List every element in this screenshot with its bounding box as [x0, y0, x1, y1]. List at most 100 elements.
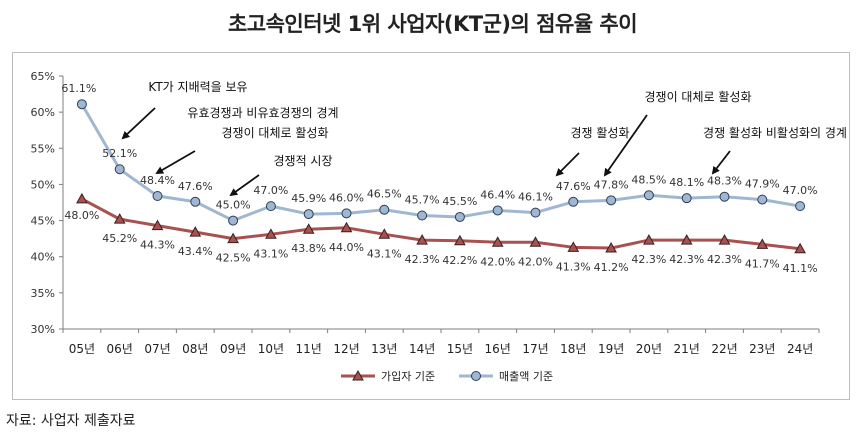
data-labels: 48.0%45.2%44.3%43.4%42.5% 43.1% 43.8% 44.0%…	[61, 82, 817, 275]
legend-label: 가입자 기준	[381, 370, 435, 383]
data-label: 47.6%	[556, 180, 591, 193]
data-label: 43.1%	[253, 247, 288, 260]
data-point	[113, 213, 126, 224]
annotation-arrow	[711, 150, 731, 175]
data-label: 41.3%	[556, 260, 591, 273]
annotation-text: 유효경쟁과 비유효경쟁의 경계	[187, 106, 338, 120]
data-point	[454, 234, 466, 246]
data-label: 45.0%	[216, 199, 251, 212]
x-tick-label: 15년	[447, 342, 473, 356]
data-label: 42.3%	[707, 253, 742, 266]
data-point	[606, 195, 617, 206]
data-point	[416, 234, 428, 245]
data-label: 46.0%	[329, 191, 364, 204]
data-label: 47.8%	[594, 178, 629, 191]
data-label: 44.3%	[140, 239, 175, 252]
data-point	[340, 221, 353, 233]
data-label: 42.0%	[480, 255, 515, 268]
data-label: 41.1%	[783, 262, 818, 275]
x-tick-label: 08년	[182, 342, 208, 356]
data-point	[76, 99, 87, 110]
annotation-arrow	[229, 174, 260, 197]
data-point	[352, 369, 364, 381]
y-tick-label: 50%	[31, 178, 55, 191]
data-point	[605, 242, 617, 253]
legend-label: 매출액 기준	[499, 370, 553, 383]
y-tick-label: 40%	[31, 251, 55, 264]
source-note: 자료: 사업자 제출자료	[6, 413, 136, 429]
data-point	[265, 228, 277, 239]
data-label: 43.4%	[178, 245, 213, 258]
data-point	[76, 192, 88, 204]
annotation-text: 경쟁이 대체로 활성화	[645, 90, 752, 104]
data-point	[794, 242, 806, 254]
annotation-text: 경쟁이 대체로 활성화	[222, 126, 329, 140]
data-label: 47.9%	[745, 178, 780, 191]
data-point	[341, 208, 352, 219]
line-chart: 30% 35% 40% 45% 50% 55% 60% 65% 05년 06년 07년 08년 09년 1…	[31, 70, 847, 383]
data-label: 61.1%	[61, 82, 96, 95]
data-label: 42.0%	[518, 255, 553, 268]
data-point	[643, 190, 654, 201]
annotation-arrow	[555, 152, 580, 177]
data-label: 42.3%	[405, 253, 440, 266]
data-point	[719, 191, 730, 202]
x-tick-label: 20년	[636, 342, 662, 356]
data-label: 43.8%	[291, 242, 326, 255]
data-point	[151, 219, 164, 231]
data-point	[454, 211, 465, 222]
axes: 30% 35% 40% 45% 50% 55% 60% 65% 05년 06년 07년 08년 09년 1…	[31, 70, 820, 356]
data-point	[568, 196, 579, 207]
data-label: 41.7%	[745, 257, 780, 270]
data-label: 42.3%	[669, 253, 704, 266]
data-label: 43.1%	[367, 247, 402, 260]
y-tick-label: 30%	[31, 323, 55, 336]
y-tick-label: 60%	[31, 106, 55, 119]
data-label: 47.0%	[783, 184, 818, 197]
data-label: 45.9%	[291, 192, 326, 205]
data-point	[190, 196, 201, 207]
data-point	[643, 234, 655, 245]
data-point	[756, 238, 769, 249]
data-label: 48.3%	[707, 175, 742, 188]
legend: 가입자 기준 매출액 기준	[341, 369, 553, 383]
data-label: 48.0%	[64, 209, 99, 222]
data-label: 45.2%	[102, 232, 137, 245]
x-tick-label: 22년	[711, 342, 737, 356]
data-label: 45.7%	[405, 194, 440, 207]
data-label: 48.4%	[140, 174, 175, 187]
x-tick-label: 12년	[333, 342, 359, 356]
y-tick-label: 45%	[31, 215, 55, 228]
data-point	[189, 226, 202, 237]
data-label: 44.0%	[329, 241, 364, 254]
annotation-arrow	[603, 114, 648, 177]
x-tick-label: 05년	[69, 342, 95, 356]
data-point	[265, 201, 276, 212]
x-tick-label: 07년	[144, 342, 170, 356]
chart-title: 초고속인터넷 1위 사업자(KT군)의 점유율 추이	[227, 12, 638, 36]
annotation-text: 경쟁 활성화	[570, 126, 629, 140]
data-point	[378, 228, 391, 239]
data-point	[529, 236, 542, 247]
chart-frame: 30% 35% 40% 45% 50% 55% 60% 65% 05년 06년 07년 08년 09년 1…	[12, 52, 850, 400]
series-line	[80, 103, 801, 223]
data-label: 42.5%	[216, 252, 251, 265]
data-label: 48.5%	[631, 173, 666, 186]
data-point	[530, 207, 541, 218]
data-label: 45.5%	[442, 195, 477, 208]
x-tick-label: 24년	[787, 342, 813, 356]
annotation-text: KT가 지배력을 보유	[148, 80, 247, 94]
x-tick-label: 23년	[749, 342, 775, 356]
data-point	[471, 371, 481, 381]
data-point	[718, 234, 731, 245]
data-point	[303, 209, 314, 220]
y-tick-label: 55%	[31, 142, 55, 155]
data-point	[492, 205, 503, 216]
x-tick-label: 16년	[485, 342, 511, 356]
data-point	[567, 241, 580, 252]
data-point	[795, 201, 806, 212]
data-label: 46.1%	[518, 191, 553, 204]
data-point	[681, 193, 692, 204]
data-point	[227, 232, 239, 244]
